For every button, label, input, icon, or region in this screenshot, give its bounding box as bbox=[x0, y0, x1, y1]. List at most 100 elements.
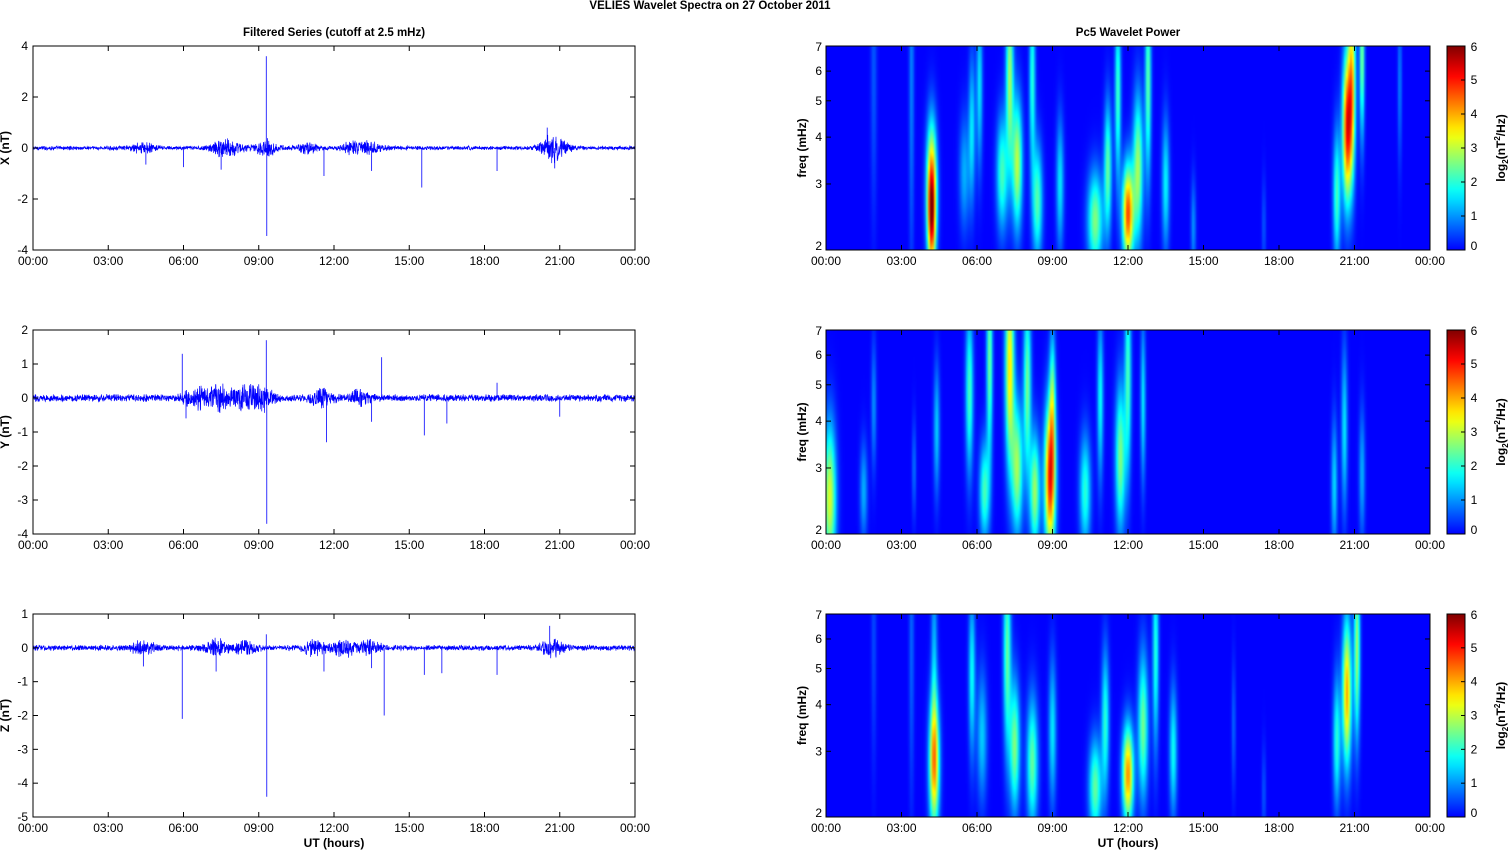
filtered-y-ytick-label: -1 bbox=[17, 425, 28, 439]
wavelet-x-heatmap-image bbox=[826, 46, 1430, 250]
filtered-z-xtick-label: 21:00 bbox=[545, 821, 575, 835]
wavelet-z-ylabel: freq (mHz) bbox=[795, 686, 809, 745]
wavelet-y-xtick-label: 12:00 bbox=[1113, 538, 1143, 552]
wavelet-z-xtick-label: 03:00 bbox=[886, 821, 916, 835]
wavelet-y-colorbar-tick-label: 1 bbox=[1471, 493, 1478, 507]
filtered-y-xtick-label: 18:00 bbox=[469, 538, 499, 552]
wavelet-x-ylabel: freq (mHz) bbox=[795, 118, 809, 177]
wavelet-z-colorbar-label: log2(nT2/Hz) bbox=[1493, 682, 1510, 750]
filtered-y-ytick-label: 1 bbox=[21, 357, 28, 371]
filtered-y-xtick-label: 15:00 bbox=[394, 538, 424, 552]
wavelet-z-colorbar-tick-label: 5 bbox=[1471, 641, 1478, 655]
wavelet-x-colorbar-tick-label: 6 bbox=[1471, 40, 1478, 54]
wavelet-x-xtick-label: 15:00 bbox=[1188, 254, 1218, 268]
panel-wavelet-y: 2 3 4 5 6 7 freq (mHz) 00:00 03:00 06:00 09:00 12:0… bbox=[795, 324, 1510, 552]
filtered-z-xtick-label: 00:00 bbox=[18, 821, 48, 835]
filtered-y-ytick-label: 2 bbox=[21, 323, 28, 337]
wavelet-x-xtick-label: 03:00 bbox=[886, 254, 916, 268]
wavelet-y-ytick-label: 3 bbox=[815, 461, 822, 475]
wavelet-z-xtick-label: 12:00 bbox=[1113, 821, 1143, 835]
panel-filtered-y: -4 -3 -2 -1 0 1 2 Y (nT) 00:00 03:00 06:00 09:00 12:… bbox=[0, 323, 650, 552]
wavelet-z-xtick-label: 09:00 bbox=[1037, 821, 1067, 835]
figure-title: VELIES Wavelet Spectra on 27 October 201… bbox=[589, 0, 831, 12]
wavelet-y-xtick-label: 00:00 bbox=[1415, 538, 1445, 552]
filtered-y-xtick-label: 21:00 bbox=[545, 538, 575, 552]
filtered-y-xtick-label: 09:00 bbox=[244, 538, 274, 552]
wavelet-z-colorbar-tick-label: 1 bbox=[1471, 776, 1478, 790]
wavelet-z-ytick-label: 7 bbox=[815, 608, 822, 622]
wavelet-x-colorbar-tick-label: 3 bbox=[1471, 141, 1478, 155]
filtered-x-ytick-label: 2 bbox=[21, 90, 28, 104]
wavelet-y-colorbar-label: log2(nT2/Hz) bbox=[1493, 398, 1510, 466]
filtered-x-ytick-label: -2 bbox=[17, 192, 28, 206]
wavelet-y-xtick-label: 18:00 bbox=[1264, 538, 1294, 552]
wavelet-y-xtick-label: 06:00 bbox=[962, 538, 992, 552]
wavelet-y-ylabel: freq (mHz) bbox=[795, 402, 809, 461]
filtered-x-ytick-label: 4 bbox=[21, 39, 28, 53]
filtered-x-title: Filtered Series (cutoff at 2.5 mHz) bbox=[243, 27, 425, 39]
filtered-x-ylabel: X (nT) bbox=[0, 131, 12, 165]
filtered-z-xlabel: UT (hours) bbox=[304, 836, 365, 850]
wavelet-z-xtick-label: 00:00 bbox=[1415, 821, 1445, 835]
wavelet-y-xtick-label: 00:00 bbox=[811, 538, 841, 552]
filtered-z-xtick-label: 09:00 bbox=[244, 821, 274, 835]
wavelet-x-xtick-label: 12:00 bbox=[1113, 254, 1143, 268]
wavelet-z-ytick-label: 3 bbox=[815, 744, 822, 758]
wavelet-y-colorbar-tick-label: 4 bbox=[1471, 391, 1478, 405]
filtered-x-xtick-label: 18:00 bbox=[469, 254, 499, 268]
filtered-x-xtick-label: 12:00 bbox=[319, 254, 349, 268]
filtered-y-ytick-label: 0 bbox=[21, 391, 28, 405]
wavelet-y-colorbar-tick-label: 0 bbox=[1471, 523, 1478, 537]
wavelet-x-ytick-label: 7 bbox=[815, 40, 822, 54]
wavelet-x-colorbar: 0 1 2 3 4 5 6 log2(nT2/Hz) bbox=[1446, 40, 1510, 253]
wavelet-z-colorbar: 0 1 2 3 4 5 6 log2(nT2/Hz) bbox=[1446, 608, 1510, 820]
wavelet-x-xtick-label: 21:00 bbox=[1339, 254, 1369, 268]
wavelet-y-xtick-label: 21:00 bbox=[1339, 538, 1369, 552]
wavelet-x-colorbar-tick-label: 2 bbox=[1471, 175, 1478, 189]
filtered-x-series-line bbox=[32, 134, 636, 164]
panels: Filtered Series (cutoff at 2.5 mHz) -4 -2 0… bbox=[0, 27, 1510, 850]
wavelet-z-xtick-label: 15:00 bbox=[1188, 821, 1218, 835]
wavelet-y-xtick-label: 15:00 bbox=[1188, 538, 1218, 552]
wavelet-x-colorbar-tick-label: 0 bbox=[1471, 239, 1478, 253]
wavelet-z-xtick-label: 06:00 bbox=[962, 821, 992, 835]
wavelet-y-colorbar-tick-label: 6 bbox=[1471, 324, 1478, 338]
filtered-z-ytick-label: -1 bbox=[17, 675, 28, 689]
wavelet-z-colorbar-tick-label: 3 bbox=[1471, 709, 1478, 723]
filtered-y-xtick-label: 00:00 bbox=[18, 538, 48, 552]
wavelet-z-ytick-label: 2 bbox=[815, 806, 822, 820]
wavelet-y-ytick-label: 5 bbox=[815, 378, 822, 392]
wavelet-y-heatmap-image bbox=[826, 330, 1430, 534]
filtered-z-ytick-label: -5 bbox=[17, 810, 28, 824]
wavelet-x-xtick-label: 09:00 bbox=[1037, 254, 1067, 268]
panel-filtered-x: Filtered Series (cutoff at 2.5 mHz) -4 -2 0… bbox=[0, 27, 650, 268]
filtered-z-ytick-label: -4 bbox=[17, 776, 28, 790]
wavelet-y-colorbar-tick-label: 3 bbox=[1471, 425, 1478, 439]
filtered-z-xtick-label: 06:00 bbox=[168, 821, 198, 835]
filtered-y-xtick-label: 00:00 bbox=[620, 538, 650, 552]
filtered-z-xtick-label: 15:00 bbox=[394, 821, 424, 835]
wavelet-z-colorbar-tick-label: 0 bbox=[1471, 806, 1478, 820]
wavelet-x-xtick-label: 18:00 bbox=[1264, 254, 1294, 268]
filtered-x-xtick-label: 00:00 bbox=[18, 254, 48, 268]
wavelet-x-title: Pc5 Wavelet Power bbox=[1076, 27, 1181, 39]
wavelet-y-xtick-label: 09:00 bbox=[1037, 538, 1067, 552]
filtered-x-xtick-label: 15:00 bbox=[394, 254, 424, 268]
wavelet-z-ytick-label: 4 bbox=[815, 698, 822, 712]
wavelet-z-ytick-label: 5 bbox=[815, 662, 822, 676]
filtered-z-ylabel: Z (nT) bbox=[0, 699, 12, 732]
filtered-x-xtick-label: 03:00 bbox=[93, 254, 123, 268]
filtered-x-xtick-label: 06:00 bbox=[168, 254, 198, 268]
wavelet-z-xlabel: UT (hours) bbox=[1098, 836, 1159, 850]
wavelet-z-xtick-label: 18:00 bbox=[1264, 821, 1294, 835]
wavelet-x-colorbar-label: log2(nT2/Hz) bbox=[1493, 114, 1510, 182]
wavelet-y-ytick-label: 6 bbox=[815, 348, 822, 362]
wavelet-z-colorbar-tick-label: 4 bbox=[1471, 675, 1478, 689]
filtered-x-ytick-label: -4 bbox=[17, 243, 28, 257]
filtered-y-xtick-label: 12:00 bbox=[319, 538, 349, 552]
filtered-y-ytick-label: -4 bbox=[17, 527, 28, 541]
wavelet-x-xtick-label: 00:00 bbox=[1415, 254, 1445, 268]
wavelet-x-xtick-label: 06:00 bbox=[962, 254, 992, 268]
wavelet-x-ytick-label: 3 bbox=[815, 177, 822, 191]
